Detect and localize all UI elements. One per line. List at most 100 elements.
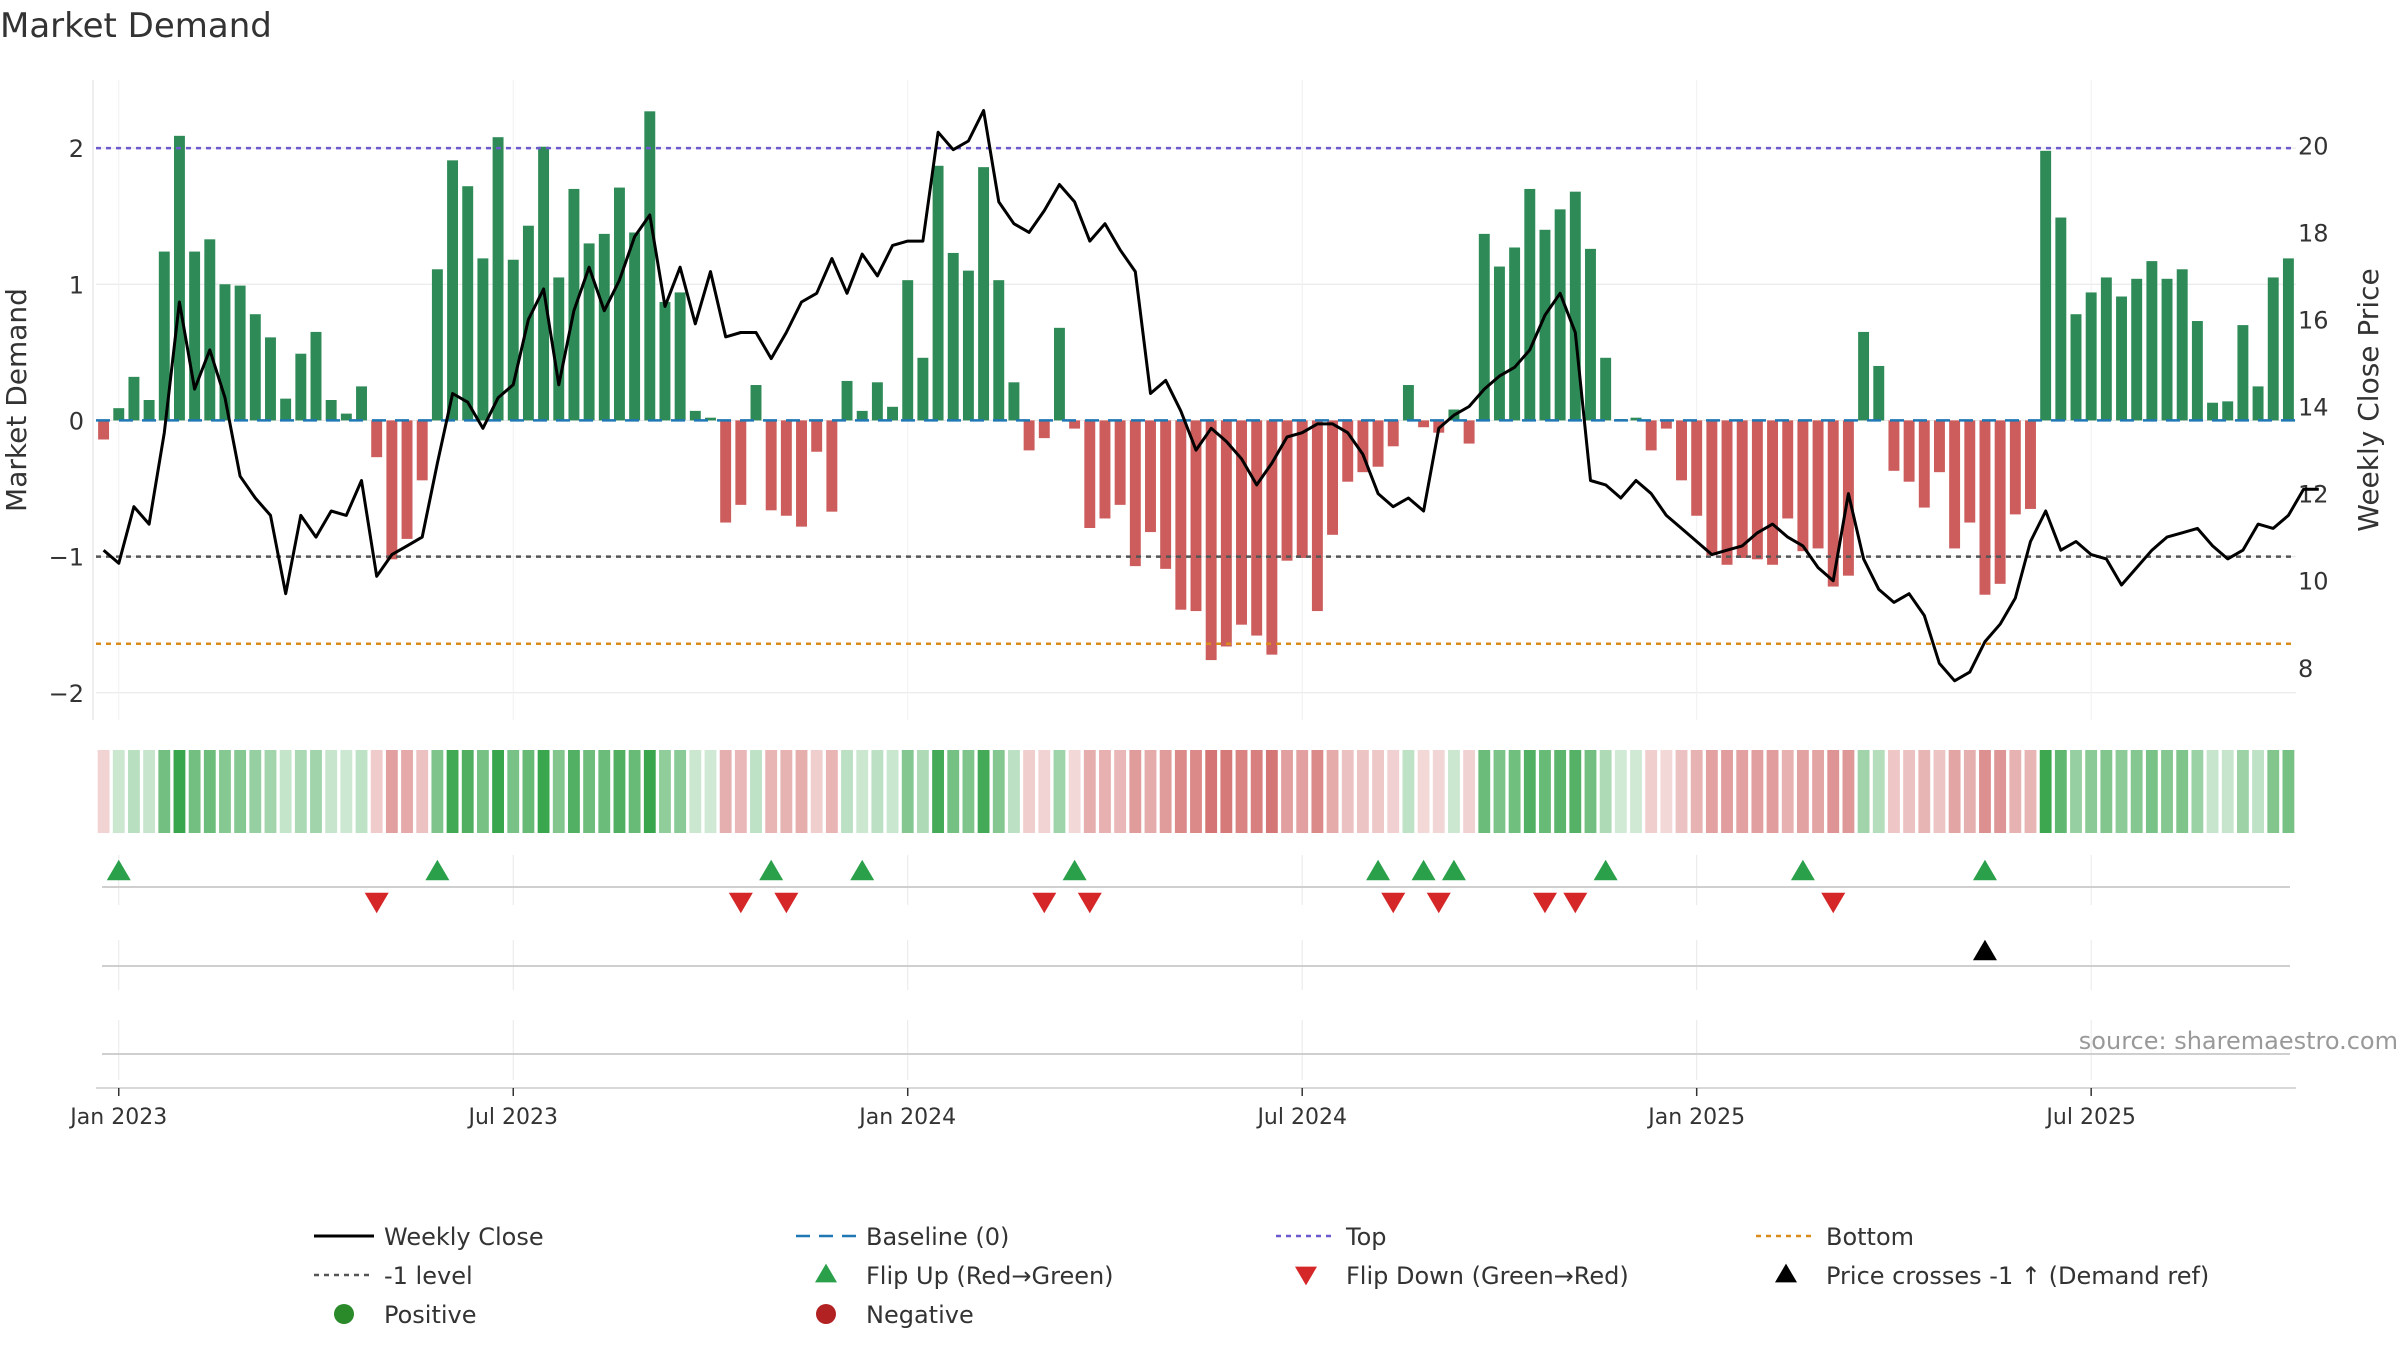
demand-bar — [447, 160, 459, 421]
demand-bar — [1418, 420, 1430, 428]
heat-cell — [294, 750, 307, 833]
demand-bar — [310, 331, 322, 421]
heat-cell — [1948, 750, 1961, 833]
heat-cell — [385, 750, 398, 833]
heat-cell — [1539, 750, 1551, 833]
legend-swatch — [815, 1263, 837, 1283]
demand-bar — [1903, 420, 1915, 482]
heat-cell — [416, 750, 429, 833]
demand-bar — [1630, 417, 1642, 421]
heat-cell — [583, 750, 596, 833]
heat-cell — [810, 750, 823, 833]
heat-cell — [1721, 750, 1733, 833]
heat-cell — [97, 750, 110, 833]
heat-cell — [1448, 750, 1460, 833]
heat-cell — [173, 750, 186, 833]
heat-cell — [492, 750, 504, 833]
heat-cell — [219, 750, 231, 833]
flip-up-marker — [1366, 859, 1391, 881]
y-tick-label-left: 0 — [69, 407, 84, 435]
heat-cell — [2070, 750, 2082, 833]
heat-cell — [2282, 750, 2295, 833]
demand-bar — [1053, 327, 1065, 421]
flip-down-marker — [1381, 892, 1406, 914]
demand-bar — [659, 301, 671, 421]
demand-bar — [1767, 420, 1779, 565]
heat-cell — [1690, 750, 1703, 833]
flip-up-marker — [1062, 859, 1087, 881]
price-cross-marker — [1972, 939, 1997, 961]
heat-cell — [916, 750, 929, 833]
demand-bar — [674, 292, 686, 421]
demand-bar — [1038, 420, 1050, 439]
flip-up-marker — [1972, 859, 1997, 881]
flip-down-marker — [1532, 892, 1557, 914]
demand-bar — [1539, 229, 1551, 421]
heat-cell — [249, 750, 262, 833]
heat-cell — [2145, 750, 2158, 833]
demand-bar — [1296, 420, 1308, 558]
demand-bar — [1402, 385, 1414, 421]
demand-bar — [249, 314, 261, 421]
demand-bar — [629, 232, 641, 421]
flip-down-marker — [774, 892, 799, 914]
demand-bar — [796, 420, 807, 527]
demand-bar — [1509, 247, 1521, 421]
flip-up-marker — [106, 859, 131, 881]
demand-bar — [1190, 420, 1202, 612]
y-tick-label-right: 10 — [2298, 568, 2329, 596]
demand-bar — [1949, 420, 1961, 549]
heat-cell — [1796, 750, 1809, 833]
heat-cell — [1842, 750, 1855, 833]
y-tick-label-left: 2 — [69, 135, 84, 163]
legend-swatch — [1295, 1266, 1317, 1286]
heat-cell — [856, 750, 869, 833]
demand-bar — [1478, 233, 1490, 421]
y-axis-label-right: Weekly Close Price — [2352, 268, 2385, 531]
demand-bar — [128, 376, 140, 421]
heat-cell — [1463, 750, 1476, 833]
y-tick-label-right: 16 — [2298, 306, 2329, 334]
legend-label: Positive — [384, 1301, 477, 1329]
heat-cell — [1023, 750, 1036, 833]
demand-bar — [340, 413, 352, 421]
heat-cell — [2100, 750, 2113, 833]
y-tick-label-right: 8 — [2298, 655, 2313, 683]
legend-label: Weekly Close — [384, 1223, 544, 1251]
demand-bar — [1994, 420, 2006, 584]
y-tick-label-right: 12 — [2298, 481, 2329, 509]
heat-cell — [1356, 750, 1369, 833]
heat-cell — [977, 750, 990, 833]
demand-bar — [2085, 292, 2097, 421]
heat-cell — [112, 750, 125, 833]
x-tick-label: Jan 2024 — [857, 1105, 956, 1130]
demand-bar — [1645, 420, 1657, 451]
heat-cell — [1250, 750, 1263, 833]
demand-bar — [1736, 420, 1748, 558]
demand-bar — [2146, 261, 2158, 421]
heat-cell — [355, 750, 368, 833]
demand-bar — [720, 420, 732, 523]
demand-bar — [1220, 420, 1232, 647]
flip-up-marker — [759, 859, 784, 881]
y-tick-label-left: 1 — [69, 271, 84, 299]
heat-cell — [1235, 750, 1248, 833]
demand-bar — [1979, 420, 1991, 595]
demand-bar — [2222, 401, 2234, 421]
demand-bar — [780, 420, 792, 516]
demand-bar — [598, 233, 610, 421]
demand-bar — [2267, 277, 2279, 421]
demand-bar — [2282, 258, 2294, 421]
demand-bar — [477, 258, 489, 421]
heat-cell — [1478, 750, 1491, 833]
demand-bar — [1569, 191, 1581, 421]
demand-bar — [507, 259, 519, 421]
demand-bar — [2100, 277, 2112, 421]
demand-bar — [735, 420, 747, 505]
heat-cell — [1159, 750, 1172, 833]
heat-cell — [431, 750, 444, 833]
heat-cell — [522, 750, 535, 833]
demand-bar — [295, 353, 307, 421]
heat-cell — [1008, 750, 1020, 833]
